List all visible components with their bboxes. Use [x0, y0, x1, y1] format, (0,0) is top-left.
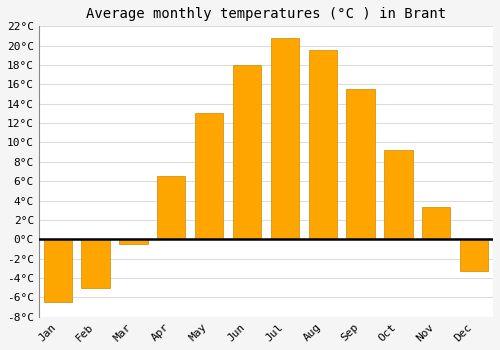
- Bar: [270, 38, 299, 239]
- Title: Average monthly temperatures (°C ) in Brant: Average monthly temperatures (°C ) in Br…: [86, 7, 446, 21]
- Bar: [233, 65, 261, 239]
- Bar: [157, 176, 186, 239]
- Bar: [384, 150, 412, 239]
- Bar: [195, 113, 224, 239]
- Bar: [422, 207, 450, 239]
- Bar: [44, 239, 72, 302]
- Bar: [82, 239, 110, 288]
- Bar: [460, 239, 488, 271]
- Bar: [346, 89, 375, 239]
- Bar: [308, 50, 337, 239]
- Bar: [119, 239, 148, 244]
